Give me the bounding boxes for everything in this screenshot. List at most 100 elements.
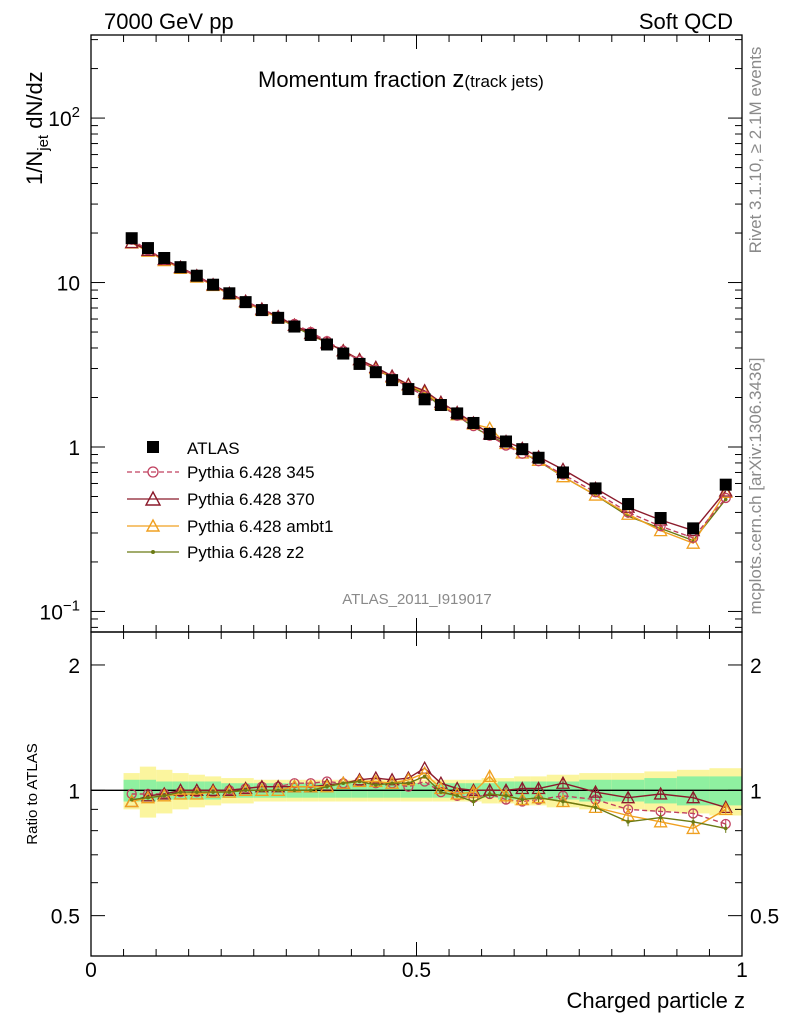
main-series xyxy=(124,232,733,549)
legend-entry-z2: Pythia 6.428 z2 xyxy=(127,543,304,562)
data-point xyxy=(589,482,602,495)
legend-entry-345: Pythia 6.428 345 xyxy=(127,463,315,482)
ratio-point xyxy=(686,821,701,835)
ratio-point xyxy=(504,794,508,798)
ratio-y-tick-label-right: 0.5 xyxy=(750,906,779,929)
data-point xyxy=(239,296,252,309)
analysis-watermark: ATLAS_2011_I919017 xyxy=(342,591,492,608)
ratio-point xyxy=(124,794,139,808)
ratio-point xyxy=(162,794,167,798)
data-point xyxy=(516,443,529,456)
ratio-point xyxy=(723,826,728,831)
data-point xyxy=(686,535,701,549)
ratio-point xyxy=(227,790,232,794)
ratio-point xyxy=(406,781,411,786)
ratio-point xyxy=(718,802,733,816)
ratio-point xyxy=(588,784,603,798)
legend-label-z2: Pythia 6.428 z2 xyxy=(187,543,304,562)
legend-entry-ambt1: Pythia 6.428 ambt1 xyxy=(127,517,333,536)
y-tick-label: 102 xyxy=(48,104,80,131)
ratio-point xyxy=(357,779,362,784)
ratio-point xyxy=(157,786,172,800)
ratio-point xyxy=(205,782,221,796)
ratio-point xyxy=(626,820,630,824)
ratio-point xyxy=(243,788,248,793)
x-tick-labels: 0 0.5 1 xyxy=(85,959,748,982)
legend-entry-370: Pythia 6.428 370 xyxy=(127,490,315,509)
ratio-point xyxy=(276,788,280,793)
ratio-point xyxy=(189,782,204,796)
ratio-y-tick-labels: 0.5 0.5 1 1 2 2 xyxy=(51,655,779,929)
legend: ATLAS Pythia 6.428 345 Pythia 6.428 370 … xyxy=(127,439,333,562)
data-point xyxy=(369,366,382,379)
data-point xyxy=(532,451,545,464)
ratio-y-tick-label-right: 2 xyxy=(750,655,762,678)
y-tick-label: 10 xyxy=(57,273,80,296)
data-point xyxy=(483,427,496,440)
ratio-point xyxy=(129,797,134,802)
ratio-panel: 0.5 0.5 1 1 2 2 Ratio to ATLAS 0 0.5 1 Charged … xyxy=(24,631,779,1013)
data-point xyxy=(402,383,415,396)
legend-label-345: Pythia 6.428 345 xyxy=(187,463,315,482)
ratio-point xyxy=(422,774,427,779)
series-line-2 xyxy=(131,241,727,532)
main-title: Momentum fraction z(track jets) xyxy=(258,66,544,93)
data-point xyxy=(288,320,301,333)
data-point xyxy=(386,374,399,387)
ratio-point xyxy=(305,778,316,789)
x-axis-label: Charged particle z xyxy=(566,988,745,1013)
data-point xyxy=(272,311,285,324)
ratio-y-tick-label: 2 xyxy=(68,655,80,678)
ratio-point xyxy=(308,788,313,793)
data-point xyxy=(719,478,732,491)
ratio-point xyxy=(536,795,541,800)
ratio-y-axis-label: Ratio to ATLAS xyxy=(24,743,41,844)
main-y-axis-label: 1/Njet dN/dz xyxy=(22,71,52,185)
ratio-point xyxy=(555,775,571,789)
ratio-point xyxy=(561,799,565,804)
ratio-point xyxy=(520,797,525,802)
main-axis-ticks xyxy=(90,35,743,956)
ratio-point xyxy=(450,786,465,800)
data-point xyxy=(207,278,220,291)
data-point xyxy=(174,261,187,274)
ratio-series xyxy=(124,760,733,835)
main-y-tick-labels: 10−1 1 10 102 xyxy=(40,104,80,624)
legend-marker-ambt1 xyxy=(145,518,161,532)
ratio-point xyxy=(487,792,492,796)
ratio-point xyxy=(140,788,156,802)
header-left: 7000 GeV pp xyxy=(104,9,234,34)
ratio-point xyxy=(658,815,663,820)
ratio-y-tick-label: 0.5 xyxy=(51,906,80,929)
ratio-point xyxy=(194,790,199,794)
mcplots-label: mcplots.cern.ch [arXiv:1306.3436] xyxy=(746,357,765,614)
data-point xyxy=(158,251,171,264)
data-point xyxy=(304,328,317,341)
data-point xyxy=(720,492,731,504)
data-point xyxy=(141,242,154,255)
data-point xyxy=(353,357,366,370)
legend-label-370: Pythia 6.428 370 xyxy=(187,490,315,509)
ratio-point xyxy=(325,784,329,789)
legend-label-atlas: ATLAS xyxy=(187,439,240,458)
ratio-point xyxy=(482,769,497,783)
rivet-label: Rivet 3.1.10, ≥ 2.1M events xyxy=(746,47,765,254)
x-tick-label: 0 xyxy=(85,959,97,982)
data-point xyxy=(337,347,350,360)
ratio-point xyxy=(222,782,237,796)
ratio-point xyxy=(189,786,204,800)
ratio-point xyxy=(146,795,150,800)
ratio-y-tick-label-right: 1 xyxy=(750,780,762,803)
data-point xyxy=(320,338,333,351)
data-point xyxy=(467,416,480,429)
ratio-point xyxy=(352,772,367,786)
legend-marker-z2 xyxy=(151,550,155,554)
ratio-point xyxy=(455,794,459,798)
ratio-point xyxy=(289,778,300,789)
ratio-point xyxy=(238,781,253,795)
ratio-y-tick-label: 1 xyxy=(68,780,80,803)
ratio-point xyxy=(352,774,367,788)
ratio-point xyxy=(691,820,695,824)
ratio-point xyxy=(368,770,383,784)
